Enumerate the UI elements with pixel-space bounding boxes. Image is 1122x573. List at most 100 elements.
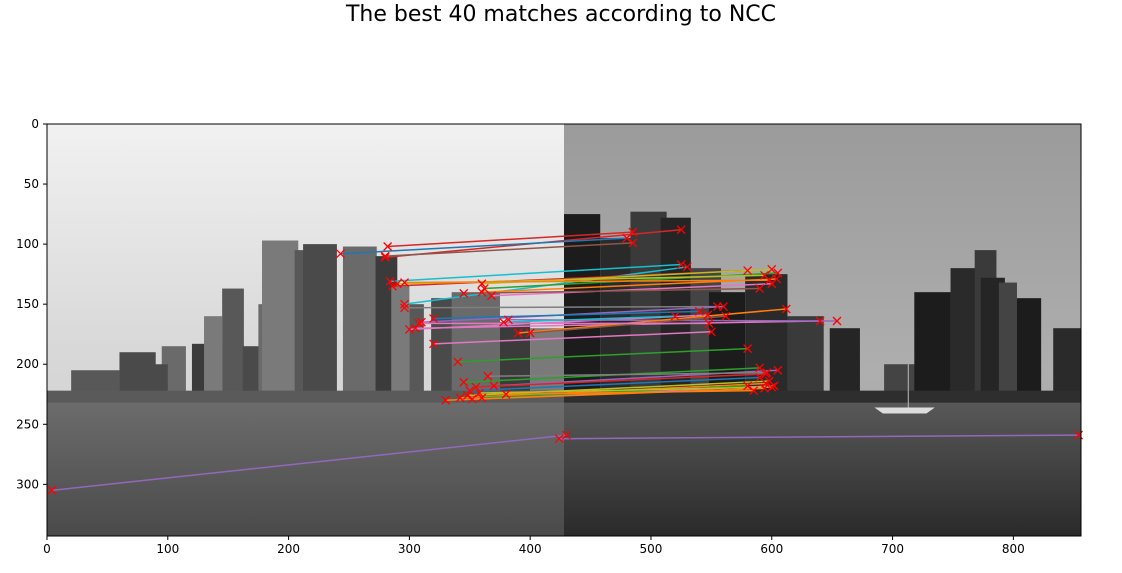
match-33-right-marker: [767, 382, 777, 392]
y-tick-label: 50: [24, 177, 39, 191]
match-lines: [51, 228, 1079, 492]
water: [564, 397, 1081, 536]
match-line-15: [433, 310, 700, 320]
x-tick-label: 0: [43, 542, 51, 556]
match-21-right-marker: [743, 344, 753, 354]
match-line-12: [463, 287, 760, 295]
match-39-left-marker: [414, 318, 424, 328]
x-tick-label: 700: [881, 542, 904, 556]
match-4-right-marker: [628, 238, 638, 248]
match-line-4: [385, 242, 633, 257]
match-13-left-marker: [400, 303, 410, 313]
match-40-right-marker: [760, 383, 769, 393]
x-tick-label: 300: [398, 542, 421, 556]
match-29-left-marker: [477, 393, 487, 403]
match-15-right-marker: [694, 306, 704, 316]
x-tick-label: 400: [519, 542, 542, 556]
y-tick-label: 200: [16, 357, 39, 371]
match-7-right-marker: [743, 266, 753, 276]
match-27-left-marker: [455, 393, 465, 403]
chart-title: The best 40 matches according to NCC: [345, 2, 777, 27]
match-10-left-marker: [477, 287, 487, 297]
match-line-3: [340, 237, 627, 255]
match-30-left-marker: [525, 328, 535, 338]
x-tick-label: 500: [640, 542, 663, 556]
match-line-38: [404, 279, 770, 284]
waterline: [47, 390, 564, 403]
match-7-left-marker: [388, 281, 397, 291]
match-35-right-marker: [561, 430, 571, 440]
match-21-left-marker: [453, 357, 463, 367]
match-11-left-marker: [487, 291, 496, 301]
y-tick-label: 250: [16, 417, 39, 431]
match-20-left-marker: [429, 339, 439, 349]
match-line-13: [404, 305, 718, 309]
match-26-left-marker: [462, 391, 472, 400]
y-tick-label: 0: [31, 117, 39, 131]
match-line-19: [518, 308, 787, 334]
match-line-31: [503, 315, 676, 323]
match-32-left-marker: [483, 371, 493, 381]
match-5-right-marker: [676, 260, 686, 269]
match-33-left-marker: [474, 388, 484, 398]
x-tick-label: 200: [277, 542, 300, 556]
y-tick-label: 100: [16, 237, 39, 251]
match-line-32: [487, 371, 767, 377]
match-30-right-marker: [721, 311, 731, 321]
building: [829, 328, 860, 398]
building: [998, 282, 1017, 398]
match-36-left-marker: [554, 434, 564, 444]
match-34-left-marker: [501, 389, 511, 399]
match-line-40: [445, 387, 765, 402]
match-38-left-marker: [400, 278, 410, 288]
match-6-right-marker: [682, 262, 692, 272]
y-tick-label: 300: [16, 477, 39, 491]
match-markers: [47, 225, 1084, 495]
building: [303, 244, 337, 398]
building: [391, 286, 410, 398]
match-20-right-marker: [706, 327, 716, 337]
match-line-34: [506, 389, 754, 396]
match-18-left-marker: [503, 315, 513, 325]
match-12-left-marker: [459, 288, 469, 298]
building: [262, 240, 299, 398]
x-tick-label: 100: [156, 542, 179, 556]
match-line-30: [530, 315, 726, 334]
match-12-right-marker: [755, 284, 765, 294]
building: [745, 274, 788, 398]
match-18-right-marker: [832, 316, 842, 326]
match-line-1: [387, 231, 633, 248]
match-line-26: [467, 380, 770, 397]
match-4-left-marker: [380, 251, 390, 261]
match-6-left-marker: [400, 299, 410, 309]
plot-frame: [46, 123, 1082, 537]
match-22-left-marker: [459, 377, 469, 387]
match-3-right-marker: [622, 233, 632, 243]
match-8-left-marker: [477, 279, 487, 289]
match-35-left-marker: [47, 485, 57, 495]
match-40-left-marker: [441, 395, 451, 405]
match-line-5: [390, 263, 682, 283]
building: [914, 292, 951, 398]
match-3-left-marker: [336, 249, 345, 259]
x-tick-label: 600: [760, 542, 783, 556]
x-tick-label: 800: [1002, 542, 1025, 556]
match-2-left-marker: [380, 252, 390, 262]
match-24-left-marker: [471, 382, 481, 392]
match-39-right-marker: [704, 318, 714, 328]
match-5-left-marker: [385, 276, 395, 286]
match-19-right-marker: [781, 304, 791, 314]
waterline: [564, 390, 1081, 403]
match-line-20: [433, 331, 712, 345]
match-23-left-marker: [489, 381, 499, 391]
match-28-left-marker: [467, 394, 477, 404]
match-line-21: [457, 347, 748, 363]
match-31-left-marker: [499, 317, 509, 327]
match-line-36: [559, 434, 1079, 440]
match-14-right-marker: [718, 302, 728, 312]
match-line-25: [469, 376, 760, 392]
match-17-left-marker: [410, 323, 420, 333]
match-8-right-marker: [767, 264, 777, 274]
match-line-35: [51, 434, 567, 492]
